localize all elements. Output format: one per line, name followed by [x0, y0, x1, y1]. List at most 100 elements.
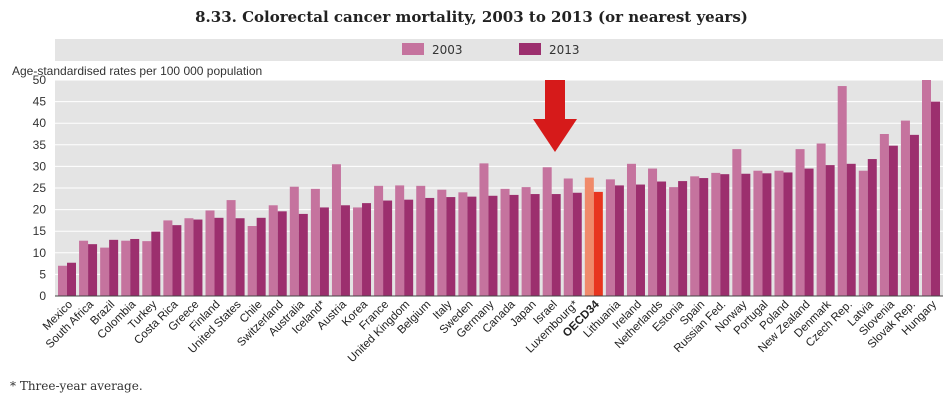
bar-2003 [816, 143, 826, 296]
bar-2003 [711, 172, 721, 296]
bar-2013 [635, 184, 645, 296]
bar-2013 [298, 213, 308, 296]
bar-2003 [795, 149, 805, 296]
bar-2013 [572, 192, 582, 296]
y-axis-label: Age-standardised rates per 100 000 popul… [12, 64, 263, 78]
bar-2013 [277, 211, 287, 296]
bar-2013 [214, 217, 224, 296]
bar-2013 [383, 200, 393, 296]
bar-2013 [235, 218, 245, 296]
bar-2003 [289, 186, 299, 296]
bar-2003 [542, 167, 552, 296]
bar-2003 [563, 178, 573, 296]
bar-2013 [593, 191, 603, 296]
bar-2003 [458, 192, 468, 296]
bar-2003 [648, 168, 658, 296]
bar-2003 [121, 240, 131, 296]
bar-2003 [437, 189, 447, 296]
bar-2013 [551, 194, 561, 296]
bar-2013 [657, 181, 667, 296]
bar-2003 [584, 177, 594, 296]
bar-2003 [247, 226, 257, 296]
y-tick-label: 30 [33, 159, 47, 173]
bar-2003 [690, 176, 700, 296]
bar-2013 [151, 231, 161, 296]
bar-2013 [130, 238, 140, 296]
y-tick-label: 45 [33, 95, 47, 109]
y-tick-label: 10 [33, 246, 47, 260]
bar-2003 [669, 187, 679, 296]
bar-2003 [184, 218, 194, 296]
bar-2013 [109, 239, 119, 296]
bar-2003 [416, 185, 426, 296]
bar-2003 [310, 188, 320, 296]
bar-2003 [395, 185, 405, 296]
bar-2013 [720, 174, 730, 296]
y-tick-label: 50 [33, 73, 47, 87]
y-tick-label: 25 [33, 181, 47, 195]
bar-2003 [753, 170, 763, 296]
bar-2013 [340, 205, 350, 296]
y-tick-label: 5 [39, 267, 46, 281]
bar-2003 [331, 164, 341, 296]
bar-2003 [626, 163, 636, 296]
bar-2013 [931, 101, 940, 296]
bar-2003 [58, 265, 67, 296]
bar-2003 [900, 120, 910, 296]
legend-label-2003: 2003 [432, 43, 463, 57]
footnote: * Three-year average. [10, 379, 143, 393]
bar-2013 [488, 195, 498, 296]
bars [58, 80, 940, 296]
bar-2013 [530, 194, 540, 296]
bar-2003 [837, 86, 847, 296]
y-tick-label: 40 [33, 116, 47, 130]
bar-2003 [774, 170, 784, 296]
bar-2013 [741, 173, 751, 296]
bar-2013 [678, 181, 688, 296]
bar-2003 [205, 210, 215, 296]
bar-2003 [353, 207, 363, 296]
bar-2013 [846, 163, 856, 296]
bar-2013 [404, 199, 414, 296]
legend-swatch-2013 [519, 43, 541, 55]
bar-2003 [605, 179, 615, 296]
down-arrow-icon [533, 80, 577, 152]
bar-2013 [888, 145, 898, 296]
bar-2013 [67, 262, 76, 296]
legend-label-2013: 2013 [549, 43, 580, 57]
bar-2003 [732, 149, 742, 296]
bar-2003 [521, 187, 531, 296]
y-tick-label: 0 [39, 289, 46, 303]
bar-2013 [256, 217, 266, 296]
bar-2013 [193, 219, 203, 296]
bar-2013 [88, 244, 98, 296]
chart-title: 8.33. Colorectal cancer mortality, 2003 … [195, 8, 748, 26]
bar-2003 [500, 188, 510, 296]
y-tick-label: 15 [33, 224, 47, 238]
legend-item-2013: 2013 [519, 43, 580, 57]
bar-2003 [100, 247, 110, 296]
bar-2013 [172, 225, 182, 296]
bar-2013 [804, 168, 814, 296]
legend: 2003 2013 [55, 39, 943, 61]
bar-2003 [79, 240, 89, 296]
bar-2013 [909, 134, 919, 296]
bar-2013 [762, 173, 772, 296]
bar-2003 [374, 185, 384, 296]
bar-2013 [614, 185, 624, 296]
bar-2003 [479, 163, 489, 296]
bar-2013 [867, 159, 877, 296]
y-tick-label: 20 [33, 203, 47, 217]
y-tick-label: 35 [33, 138, 47, 152]
bar-2003 [163, 220, 173, 296]
bar-2013 [699, 178, 709, 296]
bar-2013 [509, 194, 519, 296]
y-axis-ticks: 0 5 10 15 20 25 30 35 40 45 50 [33, 73, 47, 303]
gridlines [55, 79, 943, 297]
bar-2003 [922, 80, 931, 296]
bar-2003 [858, 170, 868, 296]
bar-2013 [362, 203, 372, 296]
bar-2003 [142, 241, 152, 296]
